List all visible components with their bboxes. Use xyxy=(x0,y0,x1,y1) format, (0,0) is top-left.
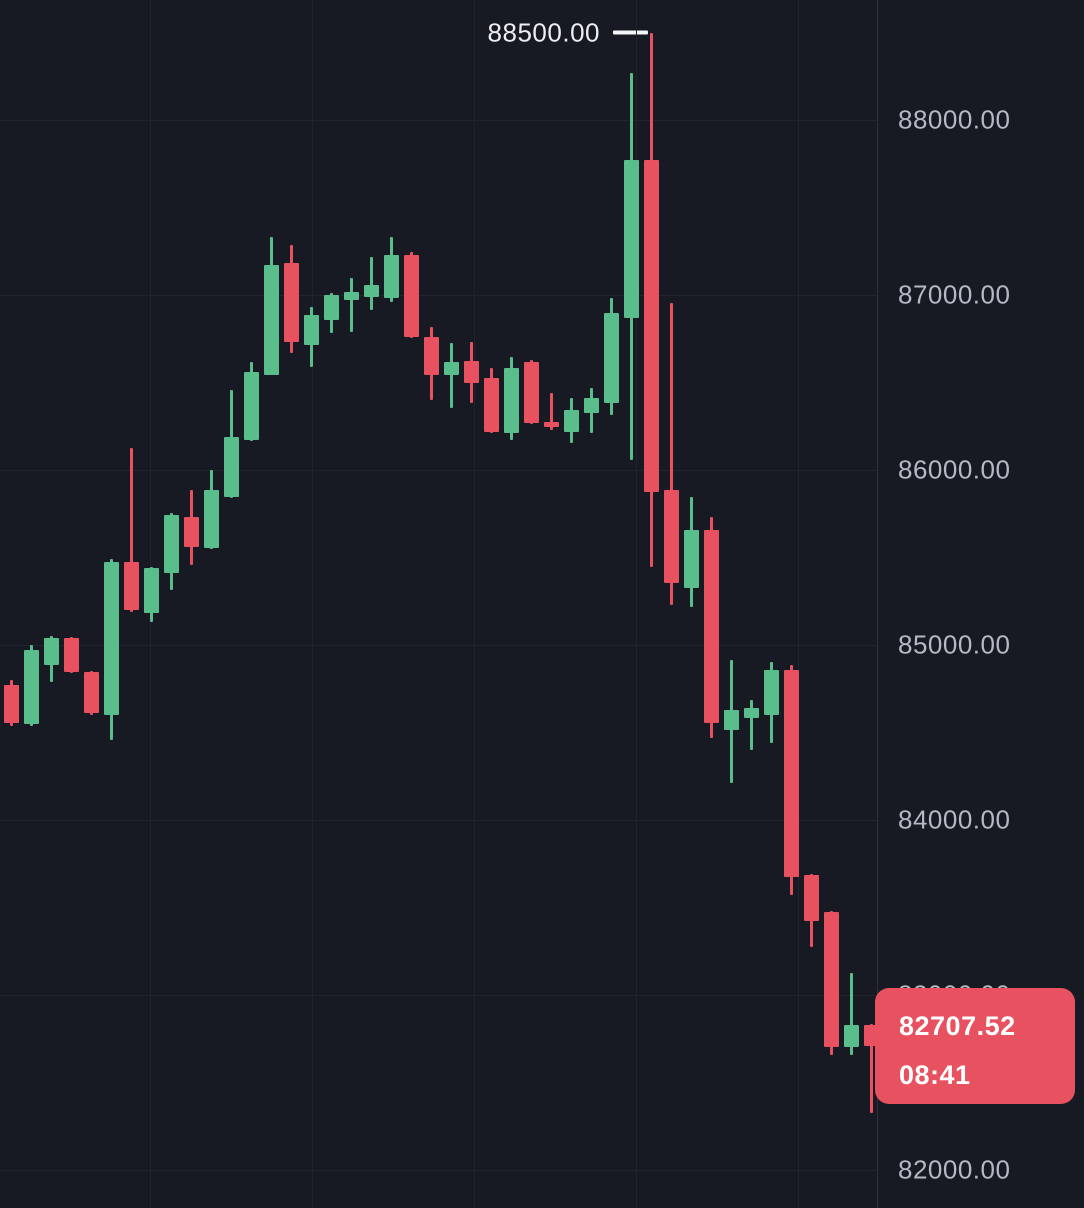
candle-body xyxy=(143,568,159,613)
chart-plot-area[interactable]: 88500.00 xyxy=(0,0,879,1208)
candle-body xyxy=(603,313,619,403)
gridline-horizontal xyxy=(0,1170,877,1171)
gridline-vertical xyxy=(312,0,313,1208)
candle-body xyxy=(223,436,239,498)
candle-body xyxy=(263,265,279,375)
price-axis[interactable]: 82707.52 08:41 88000.00 87000.00 86000.00 8… xyxy=(875,0,1084,1208)
price-tick-label: 87000.00 xyxy=(898,279,1011,310)
candle-body xyxy=(403,254,419,337)
candle-body xyxy=(23,650,39,724)
gridline-vertical xyxy=(474,0,475,1208)
gridline-horizontal xyxy=(0,470,877,471)
last-price-value: 82707.52 xyxy=(899,1011,1016,1042)
candle-body xyxy=(343,292,359,301)
price-tick-label: 82000.00 xyxy=(898,1154,1011,1185)
candle-wick xyxy=(749,700,753,750)
candle-body xyxy=(463,360,479,384)
candle-body xyxy=(43,638,59,666)
candle-body xyxy=(743,708,759,718)
candle-wick xyxy=(369,257,373,310)
candle-body xyxy=(663,490,679,583)
candle-body xyxy=(803,875,819,922)
candle-body xyxy=(243,372,259,441)
candle-body xyxy=(443,362,459,375)
candle-body xyxy=(783,670,799,877)
candle-body xyxy=(303,315,319,345)
price-tick-label: 84000.00 xyxy=(898,804,1011,835)
last-price-badge: 82707.52 08:41 xyxy=(875,988,1075,1105)
candle-body xyxy=(703,530,719,723)
candle-wick xyxy=(129,448,133,612)
candle-body xyxy=(483,378,499,433)
candle-body xyxy=(583,398,599,414)
candle-body xyxy=(363,285,379,297)
high-price-label: 88500.00 xyxy=(0,17,648,48)
candle-wick xyxy=(669,302,673,605)
candle-wick xyxy=(549,393,553,430)
gridline-horizontal xyxy=(0,995,877,996)
candle-body xyxy=(423,337,439,375)
bar-countdown: 08:41 xyxy=(899,1060,971,1091)
candle-body xyxy=(823,911,839,1047)
gridline-vertical xyxy=(636,0,637,1208)
candle-body xyxy=(123,561,139,610)
candle-body xyxy=(643,160,659,492)
candle-body xyxy=(323,295,339,321)
candle-body xyxy=(183,517,199,548)
candle-wick xyxy=(349,278,353,332)
candle-body xyxy=(103,561,119,715)
candle-body xyxy=(283,262,299,343)
gridline-horizontal xyxy=(0,820,877,821)
high-price-dash xyxy=(613,30,648,35)
gridline-vertical xyxy=(798,0,799,1208)
candle-body xyxy=(763,670,779,715)
candle-body xyxy=(683,530,699,589)
candle-wick xyxy=(449,343,453,408)
candle-body xyxy=(163,514,179,574)
candle-body xyxy=(863,1024,879,1047)
candle-wick xyxy=(869,1023,873,1114)
candle-body xyxy=(843,1024,859,1047)
candle-body xyxy=(563,409,579,433)
gridline-horizontal xyxy=(0,295,877,296)
candle-body xyxy=(383,254,399,298)
candle-body xyxy=(723,709,739,730)
gridline-horizontal xyxy=(0,120,877,121)
price-tick-label: 86000.00 xyxy=(898,454,1011,485)
candle-body xyxy=(3,685,19,723)
candle-body xyxy=(523,362,539,423)
candle-body xyxy=(203,490,219,548)
price-tick-label: 85000.00 xyxy=(898,629,1011,660)
candle-body xyxy=(543,421,559,428)
gridline-horizontal xyxy=(0,645,877,646)
candle-body xyxy=(83,672,99,714)
candle-wick xyxy=(849,973,853,1056)
candle-body xyxy=(63,638,79,673)
price-tick-label: 88000.00 xyxy=(898,104,1011,135)
high-price-text: 88500.00 xyxy=(487,17,600,47)
candle-body xyxy=(623,160,639,318)
candle-body xyxy=(503,367,519,434)
